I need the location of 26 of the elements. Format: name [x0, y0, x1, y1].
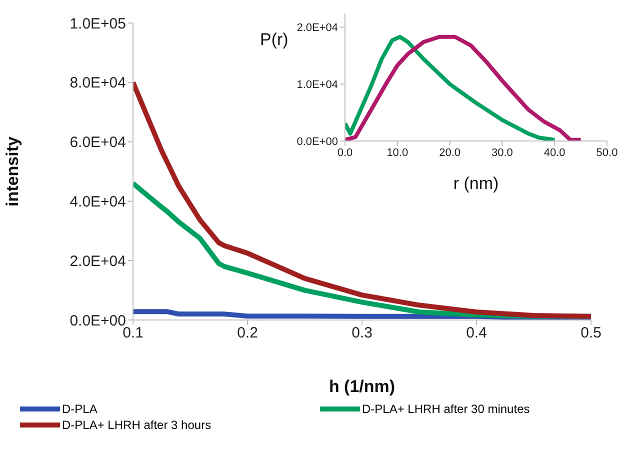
y-tick-label: 1.0E+05 [70, 15, 126, 32]
legend-label: D-PLA [62, 402, 98, 416]
y-tick-label: 1.0E+04 [296, 79, 338, 92]
x-tick-label: 0.4 [466, 324, 487, 342]
x-tick-label: 0.3 [352, 324, 372, 342]
y-tick-label: 2.0E+04 [70, 252, 126, 270]
y-tick-label: 8.0E+04 [70, 74, 126, 92]
x-axis-title: r (nm) [453, 174, 499, 193]
x-tick-label: 30.0 [491, 146, 513, 159]
x-tick-label: 10.0 [386, 146, 408, 159]
y-axis-title: P(r) [260, 30, 288, 50]
x-tick-label: 0.1 [122, 324, 144, 342]
x-tick-label: 0.0 [337, 146, 353, 159]
x-tick-label: 0.2 [237, 324, 258, 342]
legend-label: D-PLA+ LHRH after 3 hours [62, 418, 212, 432]
x-tick-label: 20.0 [439, 146, 461, 159]
y-axis-title: intensity [3, 136, 22, 206]
y-tick-label: 0.0E+00 [296, 136, 338, 148]
y-tick-label: 2.0E+04 [296, 22, 338, 34]
x-tick-label: 40.0 [544, 146, 566, 159]
y-tick-label: 4.0E+04 [70, 194, 126, 211]
legend-label: D-PLA+ LHRH after 30 minutes [362, 402, 530, 416]
y-tick-label: 6.0E+04 [70, 134, 126, 152]
x-tick-label: 0.5 [580, 324, 602, 342]
x-tick-label: 50.0 [596, 146, 618, 159]
x-axis-title: h (1/nm) [328, 377, 396, 396]
